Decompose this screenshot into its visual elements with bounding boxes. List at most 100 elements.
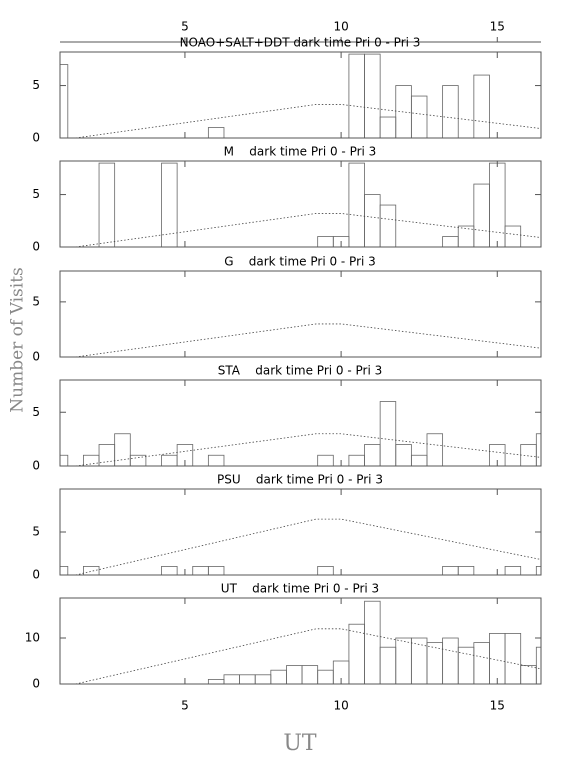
bar (83, 454, 100, 466)
frame (59, 379, 542, 467)
bar (520, 444, 537, 466)
bar (379, 646, 397, 684)
plot-area (75, 323, 541, 357)
bar (161, 566, 178, 575)
top-x-tick-label: 5 (181, 20, 189, 34)
bar (192, 566, 209, 575)
y-tick-label: 0 (32, 568, 40, 582)
bar (442, 637, 459, 684)
bar (239, 674, 256, 684)
bar (348, 623, 365, 684)
x-axis-label: UT (283, 731, 317, 756)
bar (223, 674, 240, 684)
bar (410, 95, 428, 138)
top-x-tick-label: 15 (490, 20, 505, 34)
bar (395, 637, 412, 684)
bar (379, 116, 397, 138)
panel-title: PSU dark time Pri 0 - Pri 3 (217, 473, 383, 487)
bar (301, 665, 319, 684)
x-tick-label: 5 (181, 699, 189, 713)
y-tick-label: 0 (32, 459, 40, 473)
bar (426, 642, 444, 684)
y-tick-label: 0 (32, 677, 40, 691)
bar (379, 204, 397, 247)
bar (442, 236, 459, 247)
plot-area (75, 600, 541, 684)
plot-area (60, 401, 541, 466)
bar (379, 401, 397, 466)
bar (473, 642, 490, 684)
bar (364, 444, 381, 466)
curve (75, 323, 541, 357)
bar (129, 454, 147, 466)
bar (207, 127, 225, 138)
bar (489, 162, 506, 247)
bar (317, 454, 334, 466)
bar (270, 669, 287, 684)
bar (410, 454, 428, 466)
top-x-tick-label: 10 (333, 20, 348, 34)
curve (75, 104, 541, 138)
y-tick-label: 5 (32, 525, 40, 539)
bar (410, 637, 428, 684)
bar (317, 566, 334, 575)
y-tick-label: 5 (32, 187, 40, 201)
y-tick-label: 0 (32, 131, 40, 145)
bar (426, 433, 444, 466)
bar (442, 566, 459, 575)
bar (83, 566, 100, 575)
panel-title: STA dark time Pri 0 - Pri 3 (218, 364, 383, 378)
bar (489, 444, 506, 466)
bar (504, 633, 522, 684)
bar (254, 674, 272, 684)
bar (317, 669, 334, 684)
y-tick-label: 0 (32, 240, 40, 254)
bar (535, 433, 541, 466)
bar (207, 566, 225, 575)
x-tick-label: 10 (333, 699, 348, 713)
frame (59, 488, 542, 576)
bar (161, 162, 178, 247)
bar (364, 53, 381, 138)
frame (59, 270, 542, 358)
y-axis-label: Number of Visits (8, 267, 28, 412)
curve (75, 628, 541, 684)
frame (59, 597, 542, 685)
panel-title: UT dark time Pri 0 - Pri 3 (221, 582, 379, 596)
bar (286, 665, 303, 684)
y-tick-label: 5 (32, 405, 40, 419)
y-tick-label: 5 (32, 294, 40, 308)
x-tick-label: 15 (490, 699, 505, 713)
bar (473, 74, 490, 138)
bar (489, 633, 506, 684)
bar (348, 454, 365, 466)
bar (114, 433, 131, 466)
bar (473, 183, 490, 247)
y-tick-label: 10 (25, 631, 40, 645)
frame (59, 51, 542, 139)
plot-area (60, 518, 541, 575)
bar (348, 162, 365, 247)
bar (176, 444, 194, 466)
curve (75, 213, 541, 247)
panel-title: M dark time Pri 0 - Pri 3 (224, 145, 377, 159)
panel-title: NOAO+SALT+DDT dark time Pri 0 - Pri 3 (180, 36, 421, 50)
bar (317, 236, 334, 247)
plot-area (60, 53, 541, 138)
bar (364, 600, 381, 684)
bar (207, 454, 225, 466)
frame (59, 160, 542, 248)
bar (395, 85, 412, 138)
panel-title: G dark time Pri 0 - Pri 3 (224, 255, 376, 269)
bar (161, 454, 178, 466)
curve (75, 433, 541, 466)
bar (535, 566, 541, 575)
bar (395, 444, 412, 466)
bar (207, 679, 225, 684)
bar (364, 194, 381, 247)
bar (504, 566, 522, 575)
bar (504, 225, 522, 247)
bar (348, 53, 365, 138)
y-tick-label: 0 (32, 350, 40, 364)
